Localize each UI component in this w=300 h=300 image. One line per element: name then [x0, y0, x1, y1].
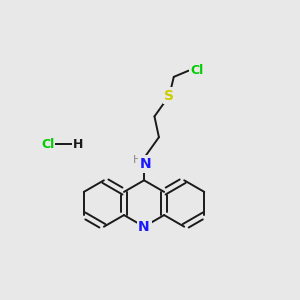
Text: H: H: [73, 138, 83, 151]
Text: Cl: Cl: [190, 64, 203, 77]
Text: S: S: [164, 88, 174, 103]
Text: H: H: [133, 155, 142, 165]
Text: N: N: [138, 220, 150, 234]
Text: N: N: [140, 157, 152, 171]
Text: Cl: Cl: [42, 138, 55, 151]
